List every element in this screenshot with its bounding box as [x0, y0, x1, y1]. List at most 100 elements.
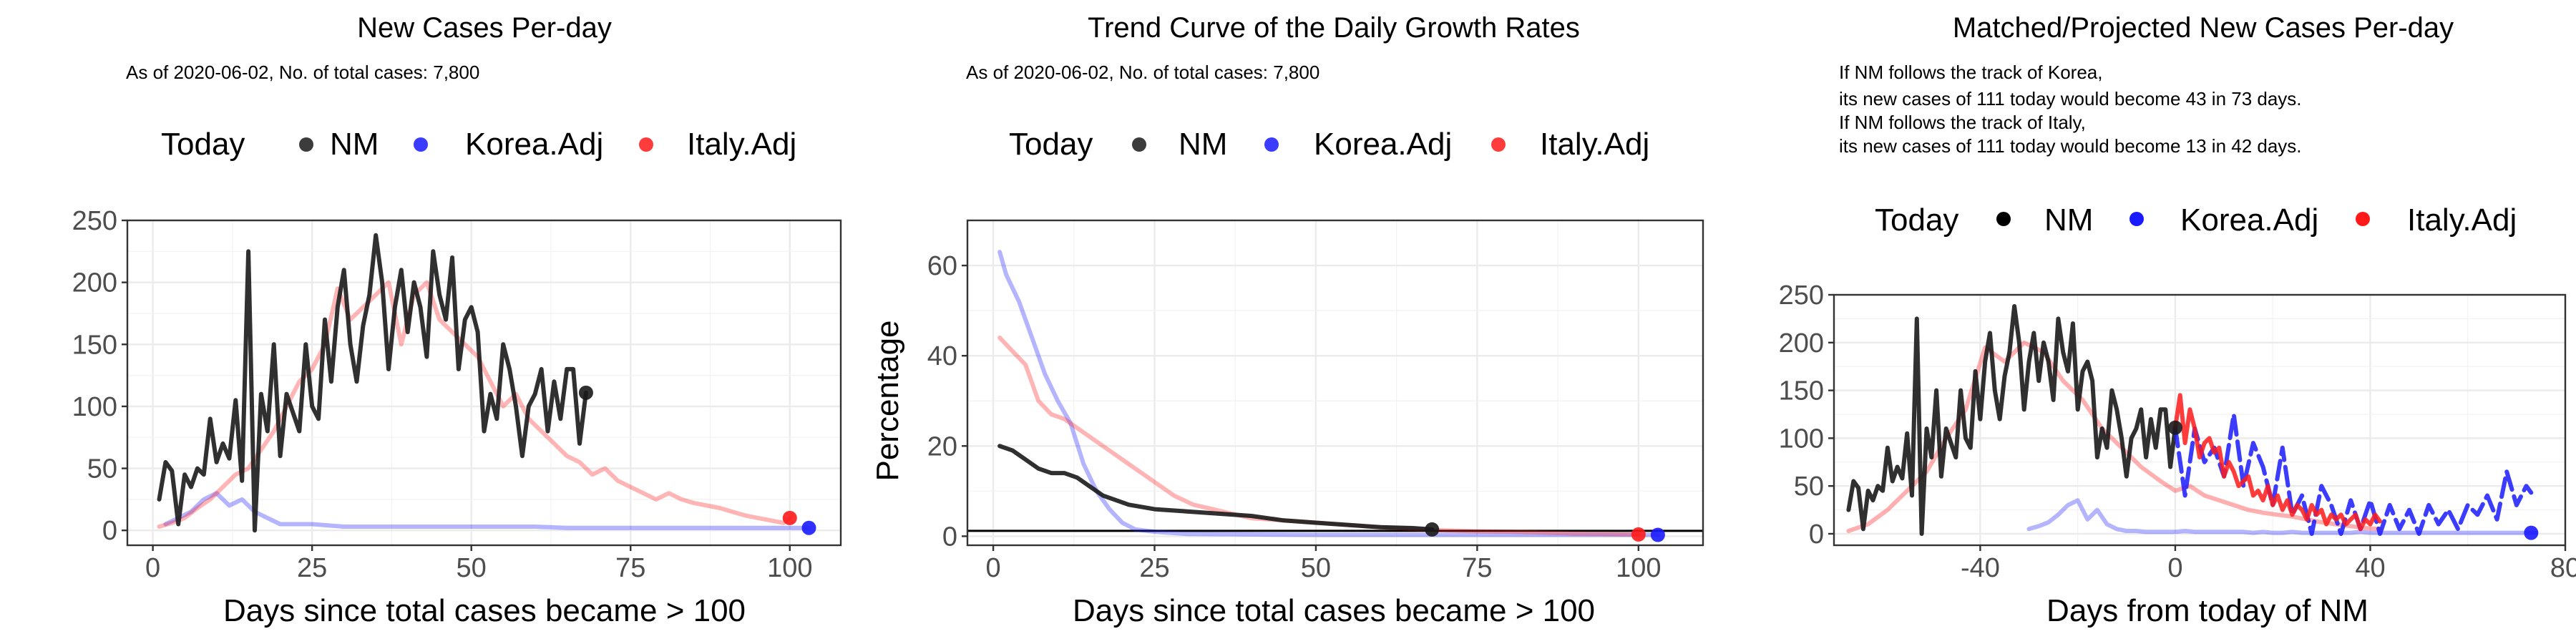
- plot-area: [1833, 293, 2567, 547]
- projection-annotations: If NM follows the track of Korea, its ne…: [1839, 62, 2302, 157]
- matched-projected-panel: Matched/Projected New Cases Per-day If N…: [1779, 12, 2576, 628]
- legend-label-nm: NM: [330, 127, 379, 162]
- y-tick-label: 0: [942, 522, 957, 552]
- legend-label-italy: Italy.Adj: [687, 127, 796, 162]
- legend-key-italy: [1491, 137, 1506, 152]
- legend-key-nm: [1996, 212, 2011, 226]
- axes: 0 25 50 75 100 0 20 40 60: [927, 251, 1662, 583]
- chart-title: Trend Curve of the Daily Growth Rates: [1088, 12, 1580, 44]
- x-tick-label: 50: [457, 553, 487, 583]
- x-tick-label: 25: [297, 553, 327, 583]
- y-tick-label: 60: [927, 251, 957, 281]
- y-tick-label: 200: [72, 268, 117, 298]
- x-tick-label: 0: [985, 553, 1000, 583]
- panel-border: [1833, 293, 2567, 547]
- legend-key-korea: [414, 137, 428, 152]
- chart-title: Matched/Projected New Cases Per-day: [1953, 12, 2454, 44]
- y-tick-label: 250: [72, 206, 117, 236]
- legend-label-korea: Korea.Adj: [465, 127, 603, 162]
- legend-key-nm: [299, 137, 313, 152]
- today-point-italy-adj: [1631, 527, 1646, 542]
- today-point-korea-adj: [1650, 527, 1665, 542]
- series-line-korea-adj: [997, 250, 1660, 537]
- axes: 0 25 50 75 100 0 50 100 150 200 250: [72, 206, 813, 583]
- series-line-italy-adj-projected: [2172, 393, 2383, 532]
- series-line-nm: [997, 444, 1435, 532]
- plot-background: [1834, 295, 2565, 545]
- series-line-nm: [1846, 304, 2177, 536]
- today-point-nm: [1425, 522, 1440, 537]
- legend-label-korea: Korea.Adj: [1314, 127, 1452, 162]
- plot-area: [126, 219, 842, 547]
- series-line-korea-adj: [163, 491, 811, 530]
- legend-title: Today: [1009, 127, 1093, 162]
- legend-key-italy: [2356, 212, 2370, 226]
- x-tick-label: 50: [1301, 553, 1331, 583]
- y-tick-label: 0: [102, 516, 117, 546]
- y-tick-label: 100: [1779, 424, 1824, 454]
- legend-title: Today: [1875, 203, 1958, 238]
- y-tick-label: 50: [87, 454, 117, 484]
- y-tick-label: 100: [72, 392, 117, 422]
- x-axis-label: Days from today of NM: [2046, 593, 2368, 628]
- growth-rate-trend-panel: Trend Curve of the Daily Growth Rates As…: [870, 12, 1704, 628]
- legend-key-korea: [1264, 137, 1279, 152]
- x-tick-label: 0: [2167, 553, 2182, 583]
- annotation-line: If NM follows the track of Korea,: [1839, 62, 2102, 83]
- x-tick-label: 40: [2355, 553, 2385, 583]
- plot-background: [967, 220, 1703, 545]
- legend-label-nm: NM: [1179, 127, 1227, 162]
- x-tick-label: 100: [1616, 553, 1661, 583]
- legend-title: Today: [161, 127, 245, 162]
- legend: Today NM Korea.Adj Italy.Adj: [161, 127, 796, 162]
- legend-label-nm: NM: [2044, 203, 2093, 238]
- y-tick-label: 50: [1794, 472, 1824, 502]
- y-tick-label: 0: [1809, 519, 1824, 550]
- axes: -40 0 40 80 0 50 100 150 200 250: [1779, 280, 2576, 583]
- legend: Today NM Korea.Adj Italy.Adj: [1009, 127, 1649, 162]
- panel-border: [966, 219, 1704, 547]
- legend-label-italy: Italy.Adj: [1540, 127, 1649, 162]
- x-axis-label: Days since total cases became > 100: [1073, 593, 1595, 628]
- series-line-italy-adj: [997, 335, 1641, 537]
- x-tick-label: 75: [1462, 553, 1492, 583]
- today-points: [1425, 522, 1665, 542]
- x-tick-label: 100: [767, 553, 812, 583]
- legend-key-italy: [639, 137, 653, 152]
- series-lines: [157, 233, 811, 533]
- today-point-nm: [2167, 420, 2182, 435]
- y-tick-label: 150: [72, 330, 117, 360]
- legend-key-nm: [1132, 137, 1146, 152]
- new-cases-per-day-panel: New Cases Per-day As of 2020-06-02, No. …: [72, 12, 842, 628]
- x-tick-label: 25: [1139, 553, 1169, 583]
- y-tick-label: 200: [1779, 328, 1824, 358]
- series-lines: [1846, 304, 2539, 536]
- y-tick-label: 20: [927, 431, 957, 462]
- today-points: [2167, 420, 2539, 540]
- plot-area: [966, 219, 1704, 547]
- x-axis-label: Days since total cases became > 100: [223, 593, 746, 628]
- legend: Today NM Korea.Adj Italy.Adj: [1875, 203, 2517, 238]
- x-tick-label: 75: [615, 553, 645, 583]
- series-line-korea-adj: [2026, 498, 2539, 535]
- y-tick-label: 40: [927, 341, 957, 371]
- x-tick-label: -40: [1961, 553, 2000, 583]
- x-tick-label: 80: [2550, 553, 2576, 583]
- legend-label-korea: Korea.Adj: [2180, 203, 2318, 238]
- panel-border: [126, 219, 842, 547]
- today-point-nm: [578, 385, 593, 400]
- today-point-italy-adj: [782, 510, 797, 525]
- annotation-line: its new cases of 111 today would become …: [1839, 88, 2302, 109]
- annotation-line: If NM follows the track of Italy,: [1839, 112, 2086, 133]
- y-axis-label: Percentage: [870, 320, 905, 481]
- series-line-nm: [157, 233, 588, 533]
- y-tick-label: 250: [1779, 280, 1824, 311]
- today-point-korea-adj: [2524, 525, 2539, 540]
- plot-background: [127, 220, 841, 545]
- gridlines: [967, 220, 1703, 545]
- annotation-line: its new cases of 111 today would become …: [1839, 135, 2302, 157]
- legend-key-korea: [2129, 212, 2144, 226]
- today-points: [578, 385, 816, 535]
- series-lines: [997, 250, 1660, 537]
